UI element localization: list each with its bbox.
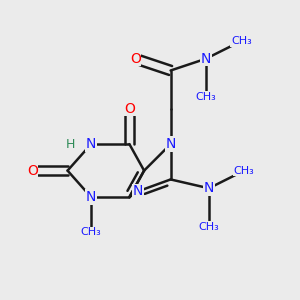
Text: CH₃: CH₃ xyxy=(234,166,255,176)
Text: N: N xyxy=(133,184,143,198)
Text: CH₃: CH₃ xyxy=(81,227,101,237)
Text: O: O xyxy=(124,102,135,116)
Text: CH₃: CH₃ xyxy=(199,222,219,232)
Text: N: N xyxy=(165,137,176,151)
Text: N: N xyxy=(86,137,96,151)
Text: N: N xyxy=(201,52,211,66)
Text: O: O xyxy=(130,52,141,66)
Text: O: O xyxy=(27,164,38,178)
Text: CH₃: CH₃ xyxy=(231,36,252,46)
Text: H: H xyxy=(66,138,75,151)
Text: N: N xyxy=(86,190,96,204)
Text: CH₃: CH₃ xyxy=(196,92,216,102)
Text: N: N xyxy=(204,181,214,195)
